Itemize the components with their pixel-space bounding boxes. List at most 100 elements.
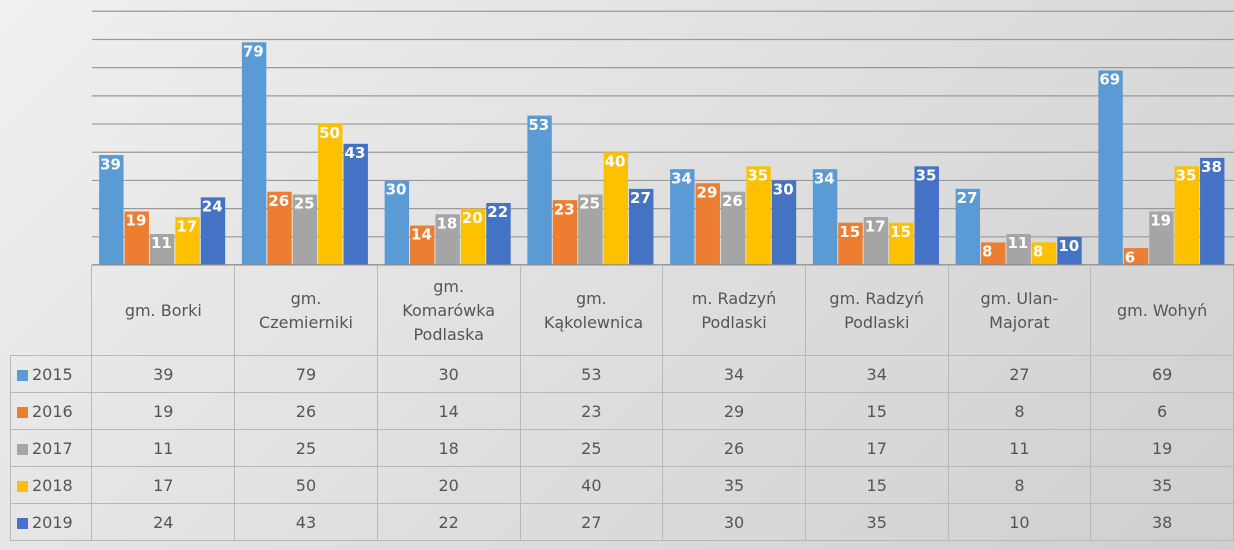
category-cell: gm. Wohyń — [1090, 265, 1234, 356]
table-value: 8 — [947, 392, 1092, 430]
data-label: 35 — [1176, 167, 1197, 185]
bar — [1098, 70, 1123, 265]
data-label: 30 — [386, 181, 407, 199]
header-row: gm. Borki gm. Czemierniki gm. Komarówka Po… — [11, 265, 1234, 356]
data-label: 22 — [487, 203, 508, 221]
legend-label: 2015 — [32, 364, 73, 384]
data-label: 6 — [1125, 248, 1135, 265]
bar — [435, 214, 460, 265]
table-value: 26 — [234, 392, 378, 430]
table-value: 24 — [91, 503, 236, 541]
bar — [863, 217, 889, 265]
table-value: 50 — [234, 466, 378, 504]
x-tick-label: m. Radzyń Podlaski — [691, 288, 777, 332]
table-value: 10 — [947, 503, 1092, 541]
data-label: 18 — [436, 214, 457, 232]
data-label: 43 — [345, 144, 366, 162]
table-row: 2018 17 50 20 40 35 15 8 35 — [9, 466, 1234, 504]
bar — [838, 222, 863, 265]
bar — [1006, 233, 1031, 265]
data-label: 11 — [1007, 234, 1028, 252]
data-label: 24 — [202, 198, 223, 216]
bar — [578, 194, 603, 265]
bar — [241, 42, 267, 265]
data-label: 11 — [151, 234, 172, 252]
table-value: 69 — [1090, 355, 1234, 393]
table-row: 2015 39 79 30 53 34 34 27 69 — [9, 355, 1234, 393]
legend-cell: 2018 — [9, 466, 93, 504]
data-label: 30 — [773, 181, 794, 199]
bar — [149, 233, 175, 265]
bar — [292, 194, 318, 265]
category-cell: gm. Czemierniki — [234, 265, 378, 356]
data-label: 15 — [839, 223, 860, 241]
legend-label: 2019 — [32, 512, 73, 532]
table-value: 30 — [376, 355, 521, 393]
bar — [175, 217, 200, 265]
table-value: 14 — [376, 392, 521, 430]
table-value: 29 — [662, 392, 806, 430]
data-label: 19 — [1150, 212, 1171, 230]
x-tick-label: gm. Borki — [124, 300, 202, 320]
table-value: 39 — [91, 355, 236, 393]
bar — [695, 183, 720, 265]
table-value: 30 — [662, 503, 806, 541]
bar — [410, 225, 435, 265]
bar — [99, 155, 124, 265]
legend-cell: 2015 — [9, 355, 93, 393]
chart: 39 79 30 53 34 34 27 69 19 26 14 23 29 15 8 6 11 25 18 25 26… — [92, 10, 1234, 265]
bar — [771, 180, 797, 265]
bar — [746, 166, 771, 265]
data-label: 27 — [957, 189, 978, 207]
category-cell: m. Radzyń Podlaski — [662, 265, 806, 356]
data-label: 34 — [671, 169, 692, 187]
table-value: 11 — [947, 429, 1092, 467]
table-value: 53 — [519, 355, 664, 393]
data-label: 25 — [294, 195, 315, 213]
bar — [1031, 242, 1057, 265]
bar — [486, 202, 511, 265]
data-label: 39 — [100, 155, 121, 173]
bar — [603, 152, 629, 265]
x-tick-label: gm. Komarówka Podlaska — [402, 276, 496, 344]
data-label: 26 — [722, 192, 743, 210]
table-value: 35 — [662, 466, 806, 504]
bar — [343, 143, 368, 265]
bar — [552, 200, 578, 265]
data-label: 17 — [865, 217, 886, 235]
legend-key — [17, 480, 28, 492]
table-value: 27 — [519, 503, 664, 541]
bar — [981, 242, 1006, 265]
legend-key — [17, 443, 28, 455]
data-label: 79 — [243, 42, 264, 60]
data-label: 8 — [982, 243, 992, 261]
data-label: 19 — [126, 212, 147, 230]
bar — [1200, 157, 1225, 265]
legend-cell: 2017 — [9, 429, 93, 467]
data-label: 26 — [268, 192, 289, 210]
table-value: 43 — [234, 503, 378, 541]
bar — [384, 180, 410, 265]
table-value: 11 — [91, 429, 236, 467]
bar — [670, 169, 695, 265]
bar — [720, 191, 746, 265]
legend-key — [17, 517, 28, 529]
legend-key — [17, 369, 28, 381]
table-value: 17 — [91, 466, 236, 504]
data-label: 14 — [411, 226, 432, 244]
table-value: 38 — [1090, 503, 1234, 541]
data-label: 53 — [528, 116, 549, 134]
table-row: 2017 11 25 18 25 26 17 11 19 — [9, 429, 1234, 467]
x-tick-label: gm. Radzyń Podlaski — [829, 288, 925, 332]
category-cell: gm. Kąkolewnica — [519, 265, 664, 356]
bar — [812, 169, 838, 265]
table-value: 22 — [376, 503, 521, 541]
table-value: 26 — [662, 429, 806, 467]
data-label: 10 — [1058, 237, 1079, 255]
bar — [318, 124, 343, 265]
table-value: 19 — [1090, 429, 1234, 467]
table-row: 2019 24 43 22 27 30 35 10 38 — [9, 503, 1234, 541]
legend-cell: 2016 — [9, 392, 93, 430]
bar — [267, 191, 292, 265]
